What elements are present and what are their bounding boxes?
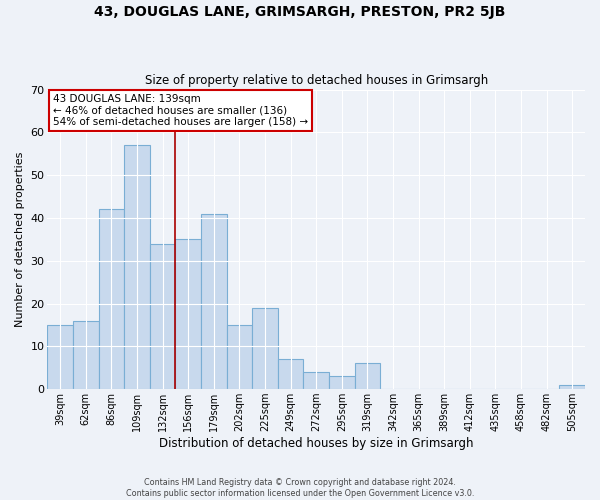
X-axis label: Distribution of detached houses by size in Grimsargh: Distribution of detached houses by size … — [159, 437, 473, 450]
Bar — [175, 240, 201, 389]
Bar — [278, 359, 304, 389]
Y-axis label: Number of detached properties: Number of detached properties — [15, 152, 25, 327]
Text: 43 DOUGLAS LANE: 139sqm
← 46% of detached houses are smaller (136)
54% of semi-d: 43 DOUGLAS LANE: 139sqm ← 46% of detache… — [53, 94, 308, 127]
Bar — [124, 145, 150, 389]
Bar — [252, 308, 278, 389]
Text: Contains HM Land Registry data © Crown copyright and database right 2024.
Contai: Contains HM Land Registry data © Crown c… — [126, 478, 474, 498]
Text: 43, DOUGLAS LANE, GRIMSARGH, PRESTON, PR2 5JB: 43, DOUGLAS LANE, GRIMSARGH, PRESTON, PR… — [94, 5, 506, 19]
Bar — [559, 385, 585, 389]
Bar — [201, 214, 227, 389]
Bar — [304, 372, 329, 389]
Bar — [355, 364, 380, 389]
Bar — [150, 244, 175, 389]
Title: Size of property relative to detached houses in Grimsargh: Size of property relative to detached ho… — [145, 74, 488, 87]
Bar — [73, 320, 98, 389]
Bar — [47, 325, 73, 389]
Bar — [98, 210, 124, 389]
Bar — [227, 325, 252, 389]
Bar — [329, 376, 355, 389]
